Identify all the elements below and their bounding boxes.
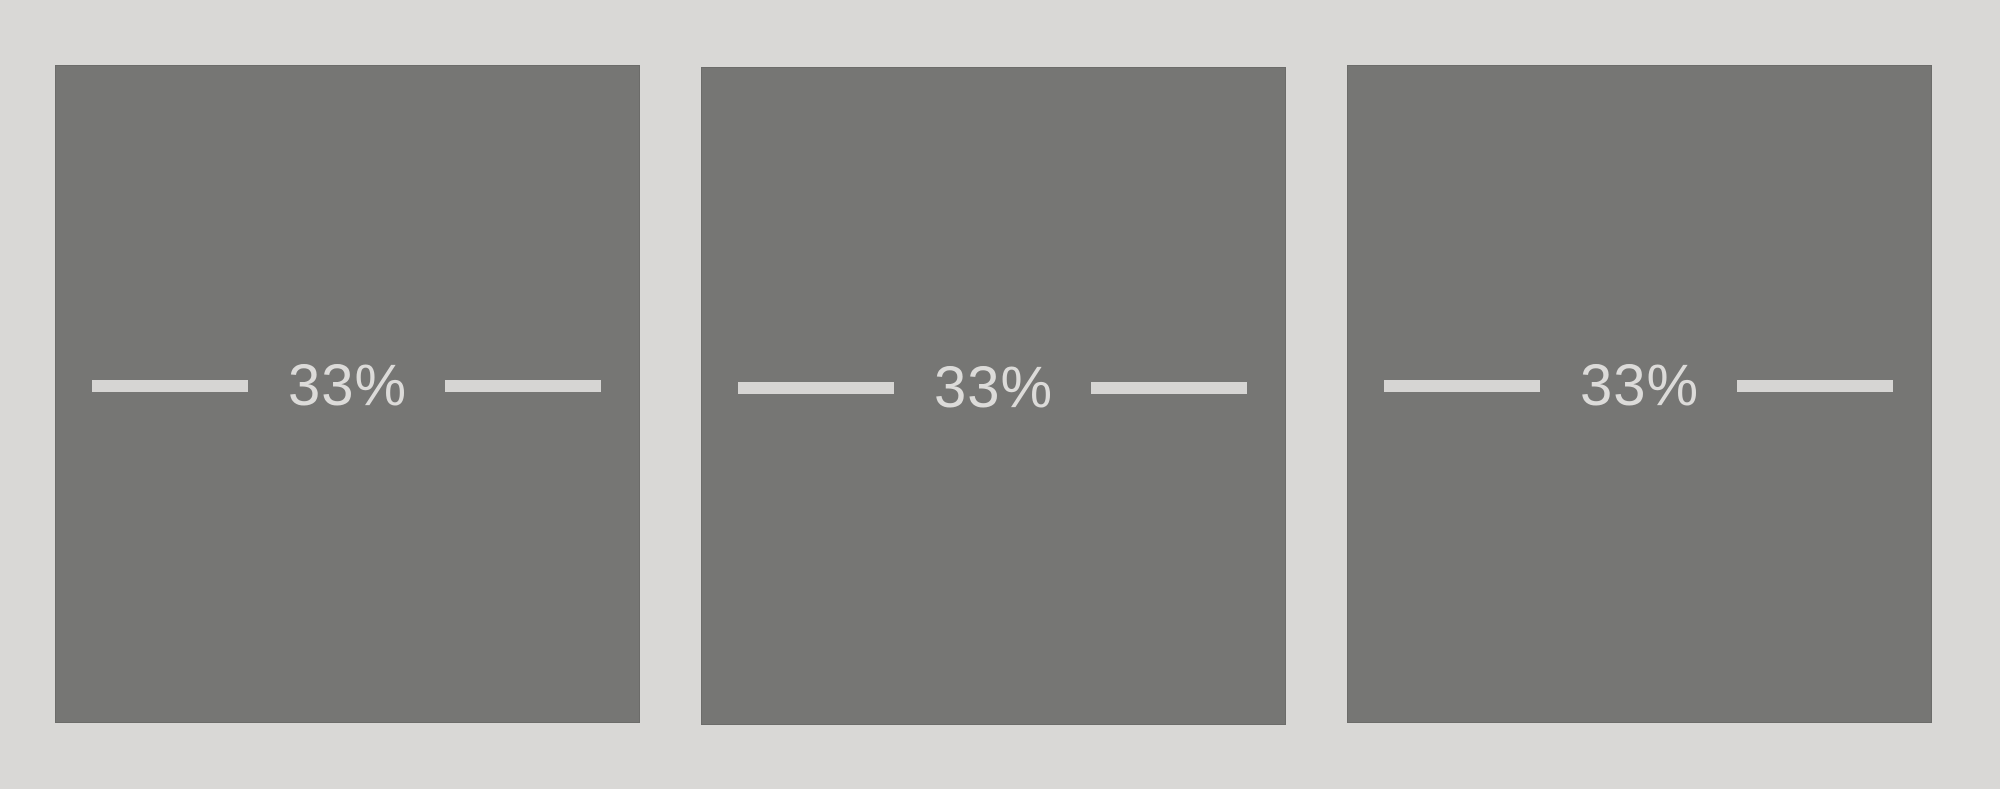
panel-size-indicator: 33% (702, 358, 1285, 418)
panel-size-indicator: 33% (1348, 356, 1931, 416)
split-panel-2[interactable]: 33% (702, 68, 1285, 724)
panel-size-percent: 33% (287, 353, 408, 418)
panel-size-indicator: 33% (56, 356, 639, 416)
panel-size-percent: 33% (1579, 353, 1700, 418)
split-panel-1[interactable]: 33% (56, 66, 639, 722)
divider-line-right (1091, 382, 1247, 394)
panel-size-percent: 33% (933, 355, 1054, 420)
split-panel-3[interactable]: 33% (1348, 66, 1931, 722)
divider-line-right (1737, 380, 1893, 392)
divider-line-right (445, 380, 601, 392)
divider-line-left (1384, 380, 1540, 392)
divider-line-left (92, 380, 248, 392)
divider-line-left (738, 382, 894, 394)
